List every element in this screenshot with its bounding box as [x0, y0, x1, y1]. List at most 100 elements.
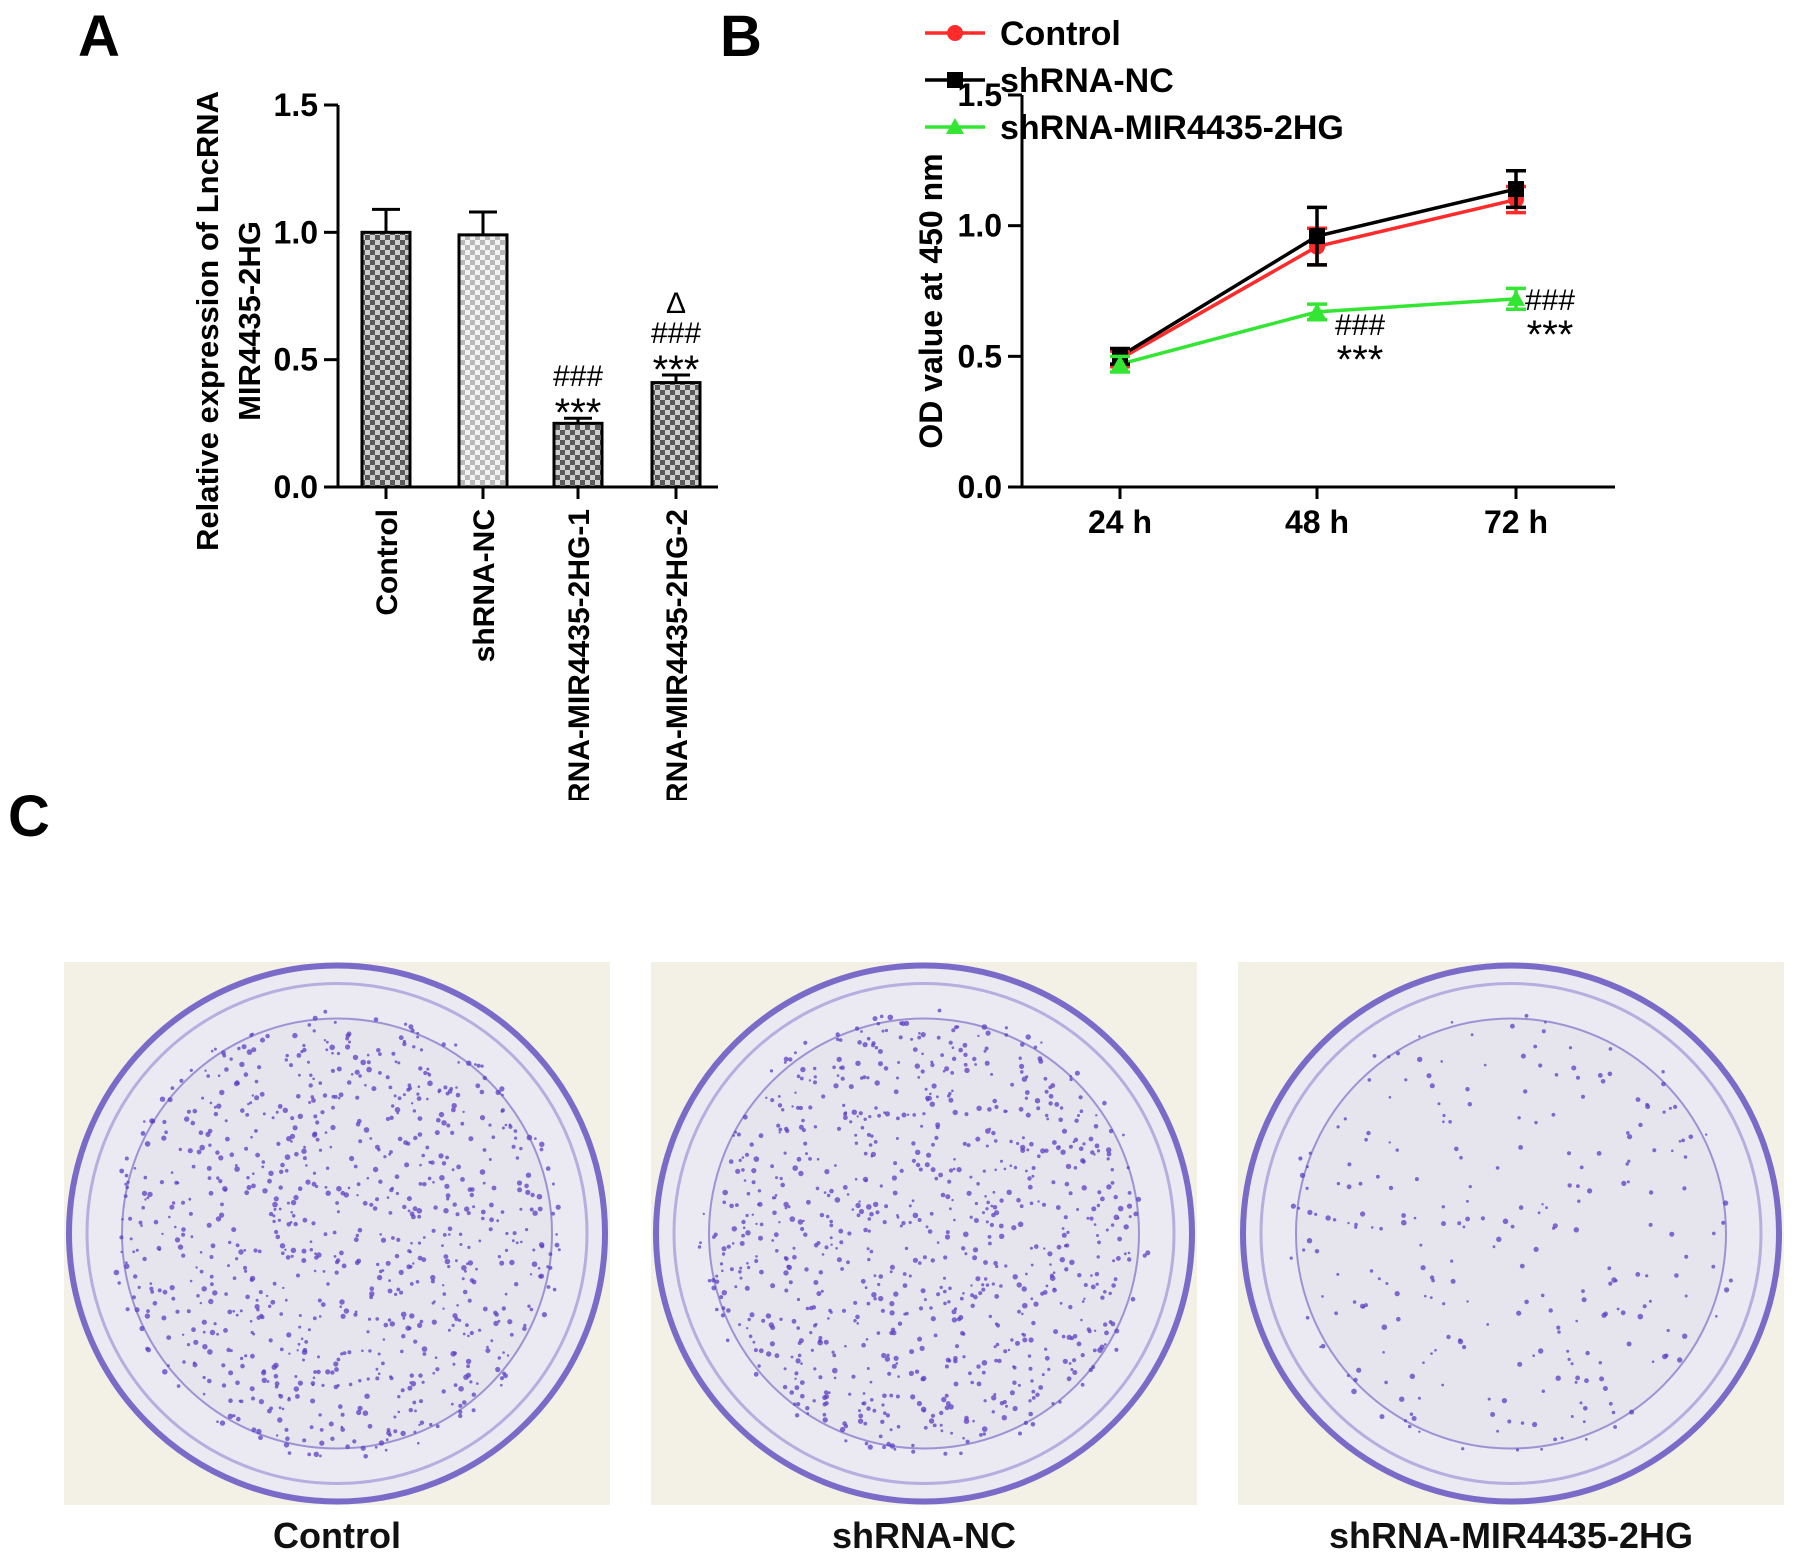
colony-dot	[911, 1158, 916, 1163]
colony-dot	[991, 1130, 996, 1136]
colony-dot	[963, 1052, 968, 1057]
colony-dot	[360, 1059, 367, 1066]
colony-dot	[374, 1445, 378, 1449]
colony-dot	[798, 1170, 804, 1177]
colony-dot	[917, 1035, 922, 1040]
y-tick-label: 0.0	[274, 469, 318, 505]
colony-dot	[974, 1201, 978, 1206]
colony-dot	[367, 1317, 372, 1321]
colony-dot	[761, 1318, 766, 1323]
colony-dot	[875, 1210, 880, 1215]
colony-dot	[240, 1108, 245, 1113]
colony-dot	[951, 1028, 956, 1033]
colony-dot	[355, 1233, 359, 1238]
colony-dot	[1441, 1383, 1445, 1387]
colony-dot	[290, 1140, 293, 1143]
colony-dot	[872, 1408, 877, 1413]
colony-dot	[402, 1041, 407, 1047]
colony-dot	[1611, 1277, 1617, 1283]
colony-dot	[861, 1401, 865, 1406]
colony-dot	[775, 1176, 778, 1180]
colony-dot	[816, 1291, 822, 1297]
colony-dot	[899, 1224, 903, 1228]
colony-dot	[394, 1060, 398, 1064]
colony-dot	[917, 1218, 922, 1222]
colony-dot	[1418, 1430, 1421, 1433]
colony-dot	[1110, 1223, 1115, 1227]
colony-dot	[251, 1427, 257, 1433]
colony-dot	[1027, 1184, 1033, 1190]
colony-dot	[141, 1205, 145, 1210]
colony-dot	[1567, 1151, 1571, 1156]
colony-dot	[992, 1098, 997, 1104]
colony-dot	[125, 1261, 128, 1264]
colony-dot	[1009, 1164, 1013, 1167]
colony-dot	[1682, 1333, 1688, 1339]
colony-dot	[1457, 1221, 1462, 1226]
colony-dot	[466, 1211, 471, 1216]
colony-dot	[827, 1391, 831, 1395]
colony-dot	[209, 1329, 216, 1336]
colony-dot	[199, 1251, 203, 1254]
colony-dot	[119, 1235, 124, 1240]
colony-dot	[702, 1212, 705, 1216]
colony-dot	[1370, 1226, 1374, 1229]
colony-dot	[912, 1212, 919, 1219]
colony-dot	[1016, 1282, 1022, 1288]
colony-dot	[310, 1398, 316, 1404]
colony-dot	[1010, 1082, 1014, 1087]
colony-dot	[205, 1131, 211, 1137]
colony-dot	[1028, 1337, 1034, 1343]
colony-dot	[425, 1145, 430, 1150]
colony-dot	[491, 1135, 496, 1139]
colony-dot	[479, 1089, 485, 1095]
colony-dot	[290, 1116, 295, 1121]
colony-dot	[170, 1086, 175, 1090]
colony-dot	[726, 1308, 731, 1313]
colony-dot	[320, 1110, 325, 1115]
colony-dot	[256, 1315, 261, 1320]
colony-dot	[839, 1426, 846, 1433]
colony-dot	[388, 1279, 391, 1282]
colony-dot	[1130, 1296, 1136, 1302]
colony-dot	[1110, 1181, 1115, 1185]
colony-dot	[844, 1344, 847, 1348]
colony-dot	[973, 1294, 978, 1300]
colony-dot	[309, 1248, 313, 1252]
colony-dot	[456, 1304, 459, 1307]
colony-dot	[322, 1270, 326, 1273]
colony-dot	[751, 1180, 756, 1185]
colony-dot	[466, 1364, 470, 1369]
colony-dot	[232, 1276, 237, 1280]
colony-dot	[918, 1032, 921, 1035]
colony-dot	[455, 1212, 460, 1217]
colony-dot	[793, 1051, 797, 1055]
colony-dot	[982, 1432, 986, 1436]
panel-label-c: C	[8, 784, 50, 849]
colony-dot	[408, 1407, 413, 1413]
colony-dot	[389, 1187, 394, 1193]
colony-dot	[742, 1226, 746, 1230]
colony-dot	[167, 1364, 170, 1367]
colony-dot	[721, 1290, 727, 1296]
colony-dot	[161, 1315, 167, 1321]
colony-dot	[174, 1180, 179, 1185]
colony-dot	[413, 1135, 418, 1141]
colony-dot	[920, 1406, 927, 1413]
colony-dot	[1045, 1284, 1049, 1288]
colony-dot	[437, 1090, 441, 1094]
colony-dot	[312, 1376, 316, 1380]
colony-dot	[219, 1089, 225, 1096]
colony-dot	[1579, 1165, 1584, 1170]
colony-dot	[930, 1167, 936, 1173]
colony-dot	[972, 1056, 977, 1062]
colony-dot	[870, 1134, 874, 1138]
colony-dot	[931, 1142, 935, 1147]
colony-dot	[1037, 1154, 1041, 1158]
colony-dot	[1352, 1300, 1357, 1304]
colony-dot	[503, 1373, 508, 1379]
colony-dot	[236, 1416, 241, 1422]
colony-dot	[419, 1399, 423, 1404]
colony-dot	[1356, 1367, 1362, 1373]
colony-dot	[953, 1218, 956, 1222]
